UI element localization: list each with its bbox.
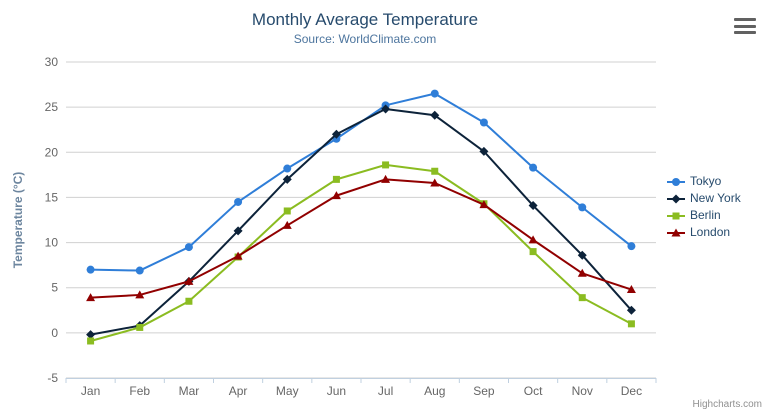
y-tick-label: 30 bbox=[45, 55, 59, 69]
legend-item-london[interactable]: London bbox=[666, 223, 741, 240]
y-tick-label: 5 bbox=[51, 281, 58, 295]
x-tick-label: Aug bbox=[424, 384, 445, 398]
series-line bbox=[89, 92, 633, 272]
legend-label: Berlin bbox=[690, 207, 721, 222]
highcharts-credit[interactable]: Highcharts.com bbox=[692, 399, 762, 410]
y-tick-label: -5 bbox=[47, 371, 58, 385]
data-point-marker[interactable] bbox=[185, 297, 193, 305]
series-london[interactable] bbox=[86, 174, 636, 302]
y-axis-title: Temperature (°C) bbox=[11, 171, 25, 269]
series-new-york[interactable] bbox=[86, 104, 636, 340]
data-point-marker[interactable] bbox=[627, 242, 636, 251]
hamburger-menu-icon bbox=[734, 24, 756, 28]
hamburger-menu-icon bbox=[734, 31, 756, 34]
data-point-marker[interactable] bbox=[135, 290, 145, 299]
data-point-marker[interactable] bbox=[528, 201, 538, 211]
data-point-marker[interactable] bbox=[233, 226, 243, 236]
data-point-marker[interactable] bbox=[86, 265, 95, 274]
legend-label: Tokyo bbox=[690, 173, 722, 188]
gridlines bbox=[66, 61, 656, 379]
legend-label: New York bbox=[690, 190, 741, 205]
legend-label: London bbox=[690, 224, 731, 239]
x-tick-label: Sep bbox=[473, 384, 495, 398]
y-tick-label: 15 bbox=[45, 190, 59, 204]
series-line bbox=[89, 107, 633, 336]
circle-marker-icon bbox=[666, 175, 686, 187]
data-point-marker[interactable] bbox=[479, 200, 489, 209]
data-point-marker[interactable] bbox=[627, 320, 635, 328]
data-point-marker[interactable] bbox=[672, 177, 680, 186]
data-point-marker[interactable] bbox=[282, 220, 292, 229]
legend-item-new-york[interactable]: New York bbox=[666, 189, 741, 206]
data-point-marker[interactable] bbox=[136, 323, 144, 331]
x-tick-label: Mar bbox=[179, 384, 200, 398]
data-point-marker[interactable] bbox=[283, 164, 292, 173]
data-point-marker[interactable] bbox=[430, 110, 440, 120]
export-menu-button[interactable] bbox=[733, 16, 757, 36]
data-point-marker[interactable] bbox=[528, 235, 538, 244]
data-point-marker[interactable] bbox=[430, 178, 440, 187]
data-point-marker[interactable] bbox=[529, 163, 538, 172]
data-point-marker[interactable] bbox=[479, 118, 488, 127]
data-point-marker[interactable] bbox=[86, 293, 96, 302]
data-point-marker[interactable] bbox=[626, 305, 636, 315]
x-tick-label: Feb bbox=[129, 384, 150, 398]
data-point-marker[interactable] bbox=[331, 191, 341, 200]
diamond-marker-icon bbox=[666, 192, 686, 204]
series-line bbox=[89, 163, 633, 342]
data-point-marker[interactable] bbox=[626, 285, 636, 294]
x-tick-label: Jul bbox=[378, 384, 393, 398]
x-tick-label: Jan bbox=[81, 384, 100, 398]
hamburger-menu-icon bbox=[734, 18, 756, 21]
data-point-marker[interactable] bbox=[283, 207, 291, 215]
legend-item-berlin[interactable]: Berlin bbox=[666, 206, 741, 223]
data-point-marker[interactable] bbox=[671, 194, 681, 203]
data-point-marker[interactable] bbox=[332, 175, 340, 183]
legend: Tokyo New York Berlin London bbox=[666, 172, 741, 240]
square-marker-icon bbox=[666, 209, 686, 221]
x-tick-label: Apr bbox=[229, 384, 248, 398]
data-point-marker[interactable] bbox=[578, 203, 587, 212]
data-point-marker[interactable] bbox=[381, 174, 391, 183]
data-point-marker[interactable] bbox=[578, 294, 586, 302]
series-tokyo[interactable] bbox=[86, 89, 636, 275]
x-axis: Jan Feb Mar Apr May Jun Jul Aug Sep Oct Nov Dec bbox=[65, 378, 657, 398]
x-tick-label: Jun bbox=[327, 384, 346, 398]
data-point-marker[interactable] bbox=[577, 268, 587, 277]
data-point-marker[interactable] bbox=[184, 276, 194, 285]
data-point-marker[interactable] bbox=[577, 250, 587, 260]
data-point-marker[interactable] bbox=[431, 167, 439, 175]
legend-item-tokyo[interactable]: Tokyo bbox=[666, 172, 741, 189]
data-point-marker[interactable] bbox=[529, 248, 537, 256]
y-tick-label: 10 bbox=[45, 236, 59, 250]
series-line bbox=[89, 178, 633, 299]
chart-subtitle: Source: WorldClimate.com bbox=[293, 32, 437, 46]
data-point-marker[interactable] bbox=[381, 104, 391, 114]
x-tick-label: Oct bbox=[524, 384, 543, 398]
x-tick-label: Dec bbox=[621, 384, 642, 398]
data-point-marker[interactable] bbox=[184, 243, 193, 252]
data-point-marker[interactable] bbox=[671, 228, 681, 236]
x-tick-label: Nov bbox=[572, 384, 593, 398]
x-tick-label: May bbox=[276, 384, 299, 398]
data-point-marker[interactable] bbox=[430, 89, 439, 98]
chart-title: Monthly Average Temperature bbox=[251, 10, 479, 29]
y-tick-label: 25 bbox=[45, 100, 59, 114]
triangle-marker-icon bbox=[666, 226, 686, 238]
data-point-marker[interactable] bbox=[331, 129, 341, 139]
data-point-marker[interactable] bbox=[672, 212, 680, 219]
data-point-marker[interactable] bbox=[282, 174, 292, 184]
data-point-marker[interactable] bbox=[86, 330, 96, 340]
data-point-marker[interactable] bbox=[234, 197, 243, 206]
y-axis-labels: -5 0 5 10 15 20 25 30 bbox=[45, 55, 59, 385]
data-point-marker[interactable] bbox=[135, 266, 144, 275]
data-point-marker[interactable] bbox=[87, 337, 95, 345]
data-point-marker[interactable] bbox=[479, 146, 489, 156]
y-tick-label: 0 bbox=[51, 326, 58, 340]
data-point-marker[interactable] bbox=[382, 161, 390, 169]
y-tick-label: 20 bbox=[45, 145, 59, 159]
data-point-marker[interactable] bbox=[233, 251, 243, 260]
